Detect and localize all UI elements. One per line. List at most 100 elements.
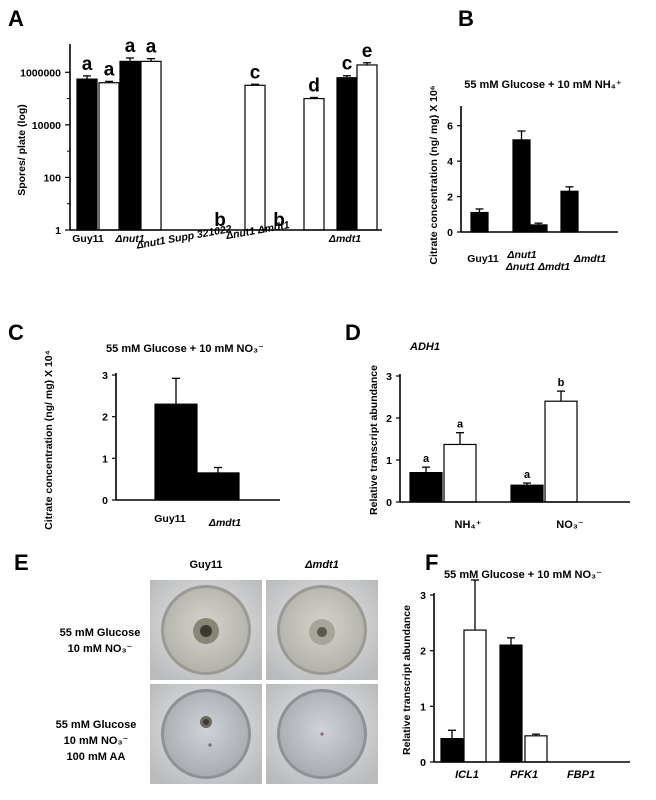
bar-a-s0-c0	[76, 78, 98, 231]
sig-letter-d-s0-c0: a	[423, 453, 430, 465]
panel-c: C 55 mM Glucose + 10 mM NO₃⁻ Citrate con…	[8, 320, 280, 530]
panel-f-category-1: ICL1	[455, 769, 479, 781]
y-tick-label-d-2: 2	[386, 413, 392, 425]
panel-e-row2-line1: 55 mM Glucose	[56, 719, 137, 731]
plate-mdt1-no3-aa	[266, 684, 378, 784]
panel-d: D ADH1 Relative transcript abundance 0 1 2…	[345, 320, 630, 531]
panel-e-label: E	[14, 550, 29, 575]
panel-b: B 55 mM Glucose + 10 mM NH₄⁺ Citrate con…	[428, 6, 622, 273]
panel-d-label: D	[345, 320, 361, 345]
panel-e-column-guy11: Guy11	[189, 559, 222, 571]
panel-c-label: C	[8, 320, 24, 345]
bar-b-s0-c0	[470, 211, 489, 233]
bar-d-s0-c0	[409, 472, 443, 503]
y-tick-label-a-2: 10000	[32, 120, 61, 132]
panel-f-label: F	[425, 550, 438, 575]
bar-b-s0-c2	[529, 224, 548, 233]
bar-a-s1-c4	[356, 64, 378, 231]
bar-d-s0-c1	[510, 484, 544, 503]
y-tick-label-d-3: 3	[386, 371, 392, 383]
plate-mdt1-no3	[266, 580, 378, 680]
y-tick-label-a-3: 1000000	[20, 67, 61, 79]
panel-a-category-5: Δmdt1	[328, 233, 361, 245]
sig-letter-a-s0-c3: b	[273, 210, 285, 231]
y-tick-label-b-2: 4	[447, 156, 453, 168]
panel-f-y-label: Relative transcript abundance	[401, 605, 413, 755]
panel-e-row2-line2: 10 mM NO₃⁻	[64, 735, 129, 747]
y-tick-label-c-0: 0	[102, 495, 108, 507]
y-tick-label-d-1: 1	[386, 455, 392, 467]
y-tick-label-d-0: 0	[386, 497, 392, 509]
plate-guy11-no3-aa	[150, 684, 262, 784]
y-tick-label-b-3: 6	[447, 121, 453, 133]
panel-c-category-2: Δmdt1	[208, 517, 241, 529]
panel-c-category-1: Guy11	[154, 513, 186, 525]
sig-letter-a-s0-c2: b	[214, 210, 226, 231]
panel-e-column-mdt1: Δmdt1	[304, 559, 339, 571]
bar-a-s1-c3	[303, 97, 325, 231]
panel-d-y-label: Relative transcript abundance	[368, 365, 380, 515]
y-tick-label-f-0: 0	[420, 757, 426, 769]
y-tick-label-b-0: 0	[447, 227, 453, 239]
panel-f: F 55 mM Glucose + 10 mM NO₃⁻ Relative tr…	[401, 550, 630, 781]
bar-f-s0-c1	[499, 644, 523, 763]
panel-a-category-1: Guy11	[72, 233, 104, 245]
bar-a-s1-c0	[98, 82, 120, 231]
sig-letter-d-s1-c1: b	[558, 377, 565, 389]
panel-b-label: B	[458, 6, 474, 31]
bar-c-s0-c0	[154, 403, 198, 501]
y-tick-label-c-3: 3	[102, 370, 108, 382]
panel-f-category-2: PFK1	[510, 769, 538, 781]
sig-letter-a-s1-c1: a	[146, 37, 157, 58]
bar-a-s1-c2	[244, 84, 266, 231]
panel-a-y-label: Spores/ plate (log)	[16, 104, 28, 196]
panel-b-category-3: Δnut1 Δmdt1	[505, 261, 570, 273]
plate-guy11-no3	[150, 580, 262, 680]
y-tick-label-f-3: 3	[420, 590, 426, 602]
y-tick-label-c-1: 1	[102, 453, 108, 465]
bar-b-s0-c3	[560, 190, 579, 233]
panel-c-y-label: Citrate concentration (ng/ mg) X 10⁴	[43, 350, 55, 530]
panel-e-row2-line3: 100 mM AA	[67, 751, 126, 763]
panel-f-title: 55 mM Glucose + 10 mM NO₃⁻	[444, 569, 602, 581]
bar-f-s0-c0	[440, 738, 464, 763]
panel-c-title: 55 mM Glucose + 10 mM NO₃⁻	[106, 343, 264, 355]
bar-a-s1-c1	[140, 60, 162, 231]
panel-a-label: A	[8, 6, 24, 31]
bar-d-s1-c0	[443, 443, 477, 503]
panel-f-category-3: FBP1	[567, 769, 595, 781]
sig-letter-a-s0-c4: c	[342, 54, 353, 75]
bar-c-s0-c1	[196, 472, 240, 501]
bar-a-s0-c4	[336, 77, 358, 231]
panel-d-title: ADH1	[409, 341, 440, 353]
panel-d-category-2: NO₃⁻	[556, 519, 584, 531]
y-tick-label-f-1: 1	[420, 701, 426, 713]
y-tick-label-c-2: 2	[102, 412, 108, 424]
panel-e-row1-line1: 55 mM Glucose	[60, 627, 141, 639]
sig-letter-a-s0-c1: a	[125, 36, 136, 57]
y-tick-label-a-0: 1	[55, 225, 61, 237]
sig-letter-a-s1-c0: a	[104, 59, 115, 80]
panel-b-category-4: Δmdt1	[573, 253, 606, 265]
sig-letter-a-s1-c2: c	[250, 62, 261, 83]
panel-e-row1-line2: 10 mM NO₃⁻	[68, 643, 133, 655]
panel-a: A Spores/ plate (log) 1 100 10000 1000000 a…	[8, 6, 382, 252]
y-tick-label-f-2: 2	[420, 646, 426, 658]
bar-f-s1-c0	[463, 629, 487, 763]
panel-a-category-2: Δnut1	[114, 233, 144, 245]
sig-letter-a-s1-c3: d	[308, 75, 320, 96]
sig-letter-d-s1-c0: a	[457, 419, 464, 431]
panel-b-y-label: Citrate concentration (ng/ mg) X 10⁶	[428, 85, 440, 264]
bar-f-s1-c1	[524, 735, 548, 763]
sig-letter-d-s0-c1: a	[524, 469, 531, 481]
panel-b-category-2: Δnut1	[506, 249, 536, 261]
sig-letter-a-s0-c0: a	[82, 54, 93, 75]
panel-d-category-1: NH₄⁺	[455, 519, 482, 531]
y-tick-label-a-1: 100	[43, 172, 61, 184]
bar-b-s0-c1	[512, 139, 531, 233]
panel-e: E Guy11 Δmdt1 55 mM Glucose 10 mM NO₃⁻ 5…	[14, 550, 378, 784]
bar-d-s1-c1	[544, 400, 578, 503]
panel-b-category-1: Guy11	[467, 253, 499, 265]
panel-b-title: 55 mM Glucose + 10 mM NH₄⁺	[464, 79, 622, 91]
